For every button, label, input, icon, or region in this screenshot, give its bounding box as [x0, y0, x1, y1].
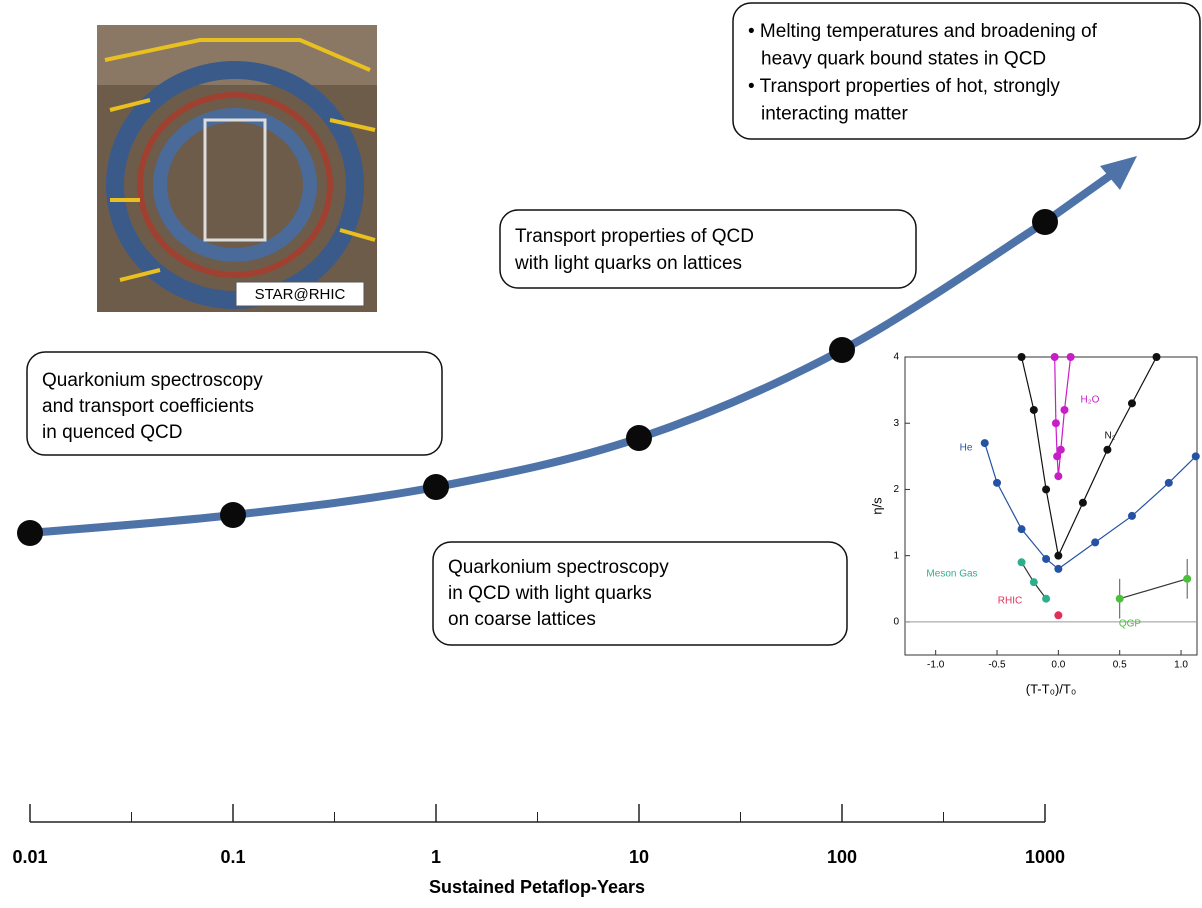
inset-point: [1127, 399, 1136, 408]
inset-x-tick-label: 0.5: [1113, 660, 1127, 671]
milestone: [17, 520, 43, 546]
milestone: [1032, 209, 1058, 235]
inset-point: [1042, 485, 1051, 494]
milestone: [626, 425, 652, 451]
tick-label: 1000: [1025, 847, 1065, 867]
box-text: Quarkonium spectroscopy: [448, 557, 669, 578]
inset-point: [1056, 445, 1065, 454]
inset-line: [1020, 356, 1158, 558]
box-text: • Transport properties of hot, strongly: [748, 76, 1060, 97]
inset-point: [1017, 353, 1026, 361]
arrow-head: [1100, 156, 1137, 190]
inset-point: [1029, 578, 1038, 587]
inset-point: [1127, 511, 1136, 520]
milestone: [423, 474, 449, 500]
inset-point: [1115, 594, 1124, 603]
inset-line: [1119, 578, 1188, 600]
tick-label: 10: [629, 847, 649, 867]
inset-point: [1017, 558, 1026, 567]
milestone: [829, 337, 855, 363]
inset-point: [1183, 574, 1192, 583]
text-box: [499, 209, 917, 289]
inset-point: [1042, 554, 1051, 563]
tick-label: 100: [827, 847, 857, 867]
box-text: in quenced QCD: [42, 422, 182, 443]
inset-point: [1054, 551, 1063, 560]
box-text: • Melting temperatures and broadening of: [748, 21, 1098, 42]
series-label: QGP: [1119, 619, 1142, 630]
inset-point: [1164, 478, 1173, 487]
inset-x-tick-label: 1.0: [1174, 660, 1188, 671]
box-text: Quarkonium spectroscopy: [42, 370, 263, 391]
inset-point: [1029, 405, 1038, 414]
inset-point: [1054, 472, 1063, 481]
photo: STAR@RHIC: [97, 25, 377, 312]
inset-point: [1066, 353, 1075, 361]
box-text: on coarse lattices: [448, 609, 596, 630]
inset-x-tick-label: -0.5: [988, 660, 1006, 671]
roadmap-curve: [29, 166, 1121, 537]
box-text: and transport coefficients: [42, 396, 254, 417]
series-label: Meson Gas: [926, 569, 977, 580]
box-text: heavy quark bound states in QCD: [761, 49, 1046, 70]
inset-frame: [904, 356, 1198, 656]
inset-point: [1017, 525, 1026, 534]
inset-y-tick-label: 1: [893, 550, 899, 561]
text-box: [26, 351, 443, 456]
inset-point: [1053, 452, 1062, 461]
inset-point: [1060, 405, 1069, 414]
inset-y-label: η/s: [869, 497, 884, 515]
inset-y-tick-label: 0: [893, 617, 899, 628]
box-text: in QCD with light quarks: [448, 583, 652, 604]
inset-point: [1054, 611, 1063, 620]
photo-label: STAR@RHIC: [255, 286, 346, 303]
series-label: He: [960, 443, 973, 454]
text-box: [732, 2, 1201, 140]
box-text: Transport properties of QCD: [515, 226, 754, 247]
inset-y-tick-label: 3: [893, 418, 899, 429]
inset-point: [1054, 564, 1063, 573]
inset-y-tick-label: 2: [893, 484, 899, 495]
tick-label: 0.1: [220, 847, 245, 867]
box-text: with light quarks on lattices: [514, 253, 742, 274]
inset-point: [980, 439, 989, 448]
text-box: [432, 541, 848, 646]
inset-x-label: (T-T₀)/T₀: [1026, 681, 1077, 696]
inset-point: [1042, 594, 1051, 603]
series-label: RHIC: [998, 596, 1022, 607]
milestone: [220, 502, 246, 528]
inset-point: [1091, 538, 1100, 547]
inset-point: [1078, 498, 1087, 507]
series-label: H₂O: [1081, 395, 1100, 406]
inset-x-tick-label: -1.0: [927, 660, 945, 671]
inset-point: [993, 478, 1002, 487]
tick-label: 0.01: [12, 847, 47, 867]
inset-point: [1103, 445, 1112, 454]
tick-label: 1: [431, 847, 441, 867]
inset-point: [1051, 419, 1060, 428]
axis-label: Sustained Petaflop-Years: [429, 877, 645, 897]
series-label: N₂: [1104, 431, 1115, 442]
box-text: interacting matter: [761, 104, 908, 125]
inset-point: [1191, 452, 1200, 461]
inset-y-tick-label: 4: [893, 352, 899, 363]
inset-point: [1050, 353, 1059, 361]
inset-point: [1152, 353, 1161, 361]
inset-x-tick-label: 0.0: [1051, 660, 1065, 671]
